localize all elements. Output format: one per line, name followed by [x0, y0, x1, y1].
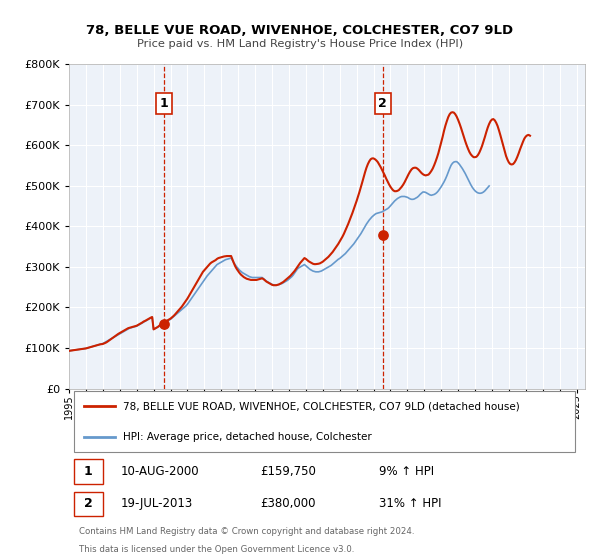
Text: 19-JUL-2013: 19-JUL-2013: [121, 497, 193, 511]
Text: Contains HM Land Registry data © Crown copyright and database right 2024.: Contains HM Land Registry data © Crown c…: [79, 528, 415, 536]
Text: This data is licensed under the Open Government Licence v3.0.: This data is licensed under the Open Gov…: [79, 544, 355, 553]
Point: [378, 230, 388, 239]
Text: 2: 2: [378, 97, 387, 110]
FancyBboxPatch shape: [74, 391, 575, 452]
Text: Price paid vs. HM Land Registry's House Price Index (HPI): Price paid vs. HM Land Registry's House …: [137, 39, 463, 49]
Text: £159,750: £159,750: [260, 465, 316, 478]
Text: 9% ↑ HPI: 9% ↑ HPI: [379, 465, 434, 478]
Text: 10-AUG-2000: 10-AUG-2000: [121, 465, 199, 478]
Point: [159, 319, 169, 328]
Text: £380,000: £380,000: [260, 497, 316, 511]
Text: 78, BELLE VUE ROAD, WIVENHOE, COLCHESTER, CO7 9LD (detached house): 78, BELLE VUE ROAD, WIVENHOE, COLCHESTER…: [123, 402, 520, 411]
Text: 2: 2: [84, 497, 92, 511]
Text: 1: 1: [84, 465, 92, 478]
Text: HPI: Average price, detached house, Colchester: HPI: Average price, detached house, Colc…: [123, 432, 372, 442]
FancyBboxPatch shape: [74, 492, 103, 516]
Text: 31% ↑ HPI: 31% ↑ HPI: [379, 497, 441, 511]
FancyBboxPatch shape: [74, 459, 103, 484]
Text: 1: 1: [160, 97, 168, 110]
Text: 78, BELLE VUE ROAD, WIVENHOE, COLCHESTER, CO7 9LD: 78, BELLE VUE ROAD, WIVENHOE, COLCHESTER…: [86, 24, 514, 36]
